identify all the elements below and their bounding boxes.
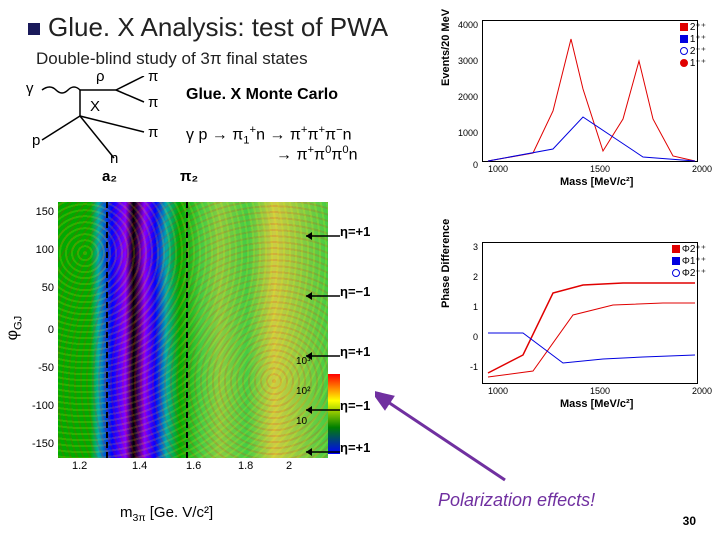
polarization-arrow [375,390,515,490]
phase-ylabel: Phase Difference [440,219,452,308]
phase-legend: Φ2⁺⁺Φ1⁺⁺Φ2⁻⁺ [672,244,706,280]
monte-carlo-label: Glue. X Monte Carlo [186,86,338,104]
polarization-label: Polarization effects! [438,490,595,511]
heatmap-ylabel: φGJ [4,316,24,341]
feynman-diagram: γ p ρ X π π π n a₂ π₂ [32,76,202,176]
heatmap-plot: η=+1η=−1η=+1η=−1η=+1 φGJ m3π [Ge. V/c²] … [10,188,340,488]
page-number: 30 [683,514,696,528]
phase-xlabel: Mass [MeV/c²] [560,398,633,410]
pi2-line [186,202,188,458]
events-xlabel: Mass [MeV/c²] [560,176,633,188]
a2-line [106,202,108,458]
label-pi2-meson: π₂ [180,168,198,185]
heatmap-xlabel: m3π [Ge. V/c²] [120,504,213,524]
events-legend: 2⁺⁺1⁺⁺2⁻⁺1⁻⁺ [680,22,706,70]
reaction-line-2: → π+π0π0n [276,144,358,164]
events-chart: Events/20 MeV Mass [MeV/c²] 2⁺⁺1⁺⁺2⁻⁺1⁻⁺… [440,6,710,196]
label-a2: a₂ [102,168,117,185]
